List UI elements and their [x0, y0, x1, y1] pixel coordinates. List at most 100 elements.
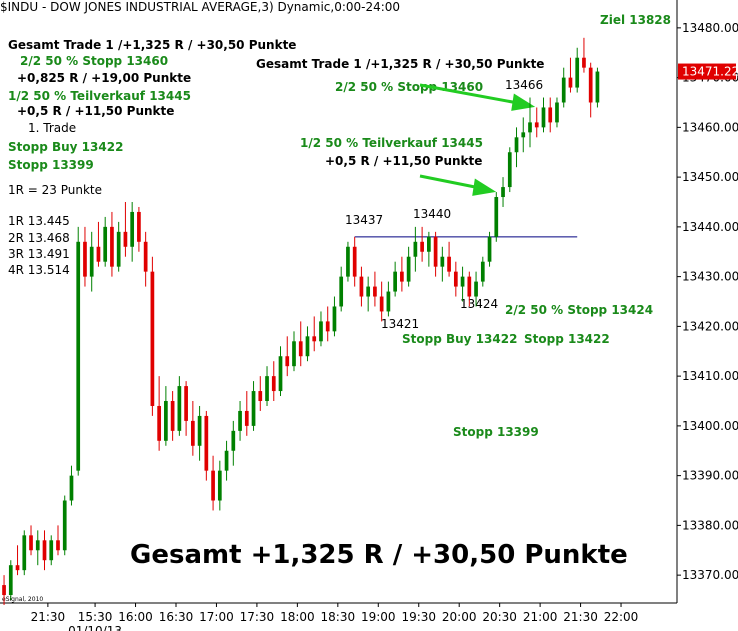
- annotation: 13424: [460, 297, 498, 311]
- annotation: Gesamt Trade 1 /+1,325 R / +30,50 Punkte: [8, 38, 296, 52]
- y-tick-label: 13480.00: [682, 21, 738, 35]
- x-tick-label: 15:30: [78, 610, 113, 624]
- x-tick-label: 17:00: [199, 610, 234, 624]
- x-tick-label: 17:30: [240, 610, 275, 624]
- candle-body: [534, 122, 539, 128]
- candle-body: [460, 276, 465, 287]
- candle-body: [447, 256, 451, 272]
- candle-body: [22, 535, 27, 571]
- candle-body: [427, 236, 431, 252]
- candle-body: [332, 306, 337, 332]
- x-tick-label: 19:00: [361, 610, 396, 624]
- arrows: [419, 83, 536, 196]
- annotation: 1. Trade: [28, 121, 76, 135]
- y-tick-label: 13390.00: [682, 469, 738, 483]
- candle-body: [190, 420, 195, 446]
- candle-body: [319, 321, 323, 342]
- candle-body: [487, 236, 492, 262]
- candle-body: [555, 102, 559, 123]
- annotation: Stopp Buy 13422: [8, 140, 123, 154]
- candle-body: [339, 276, 344, 307]
- candle-body: [238, 410, 242, 431]
- x-tick-label: 16:30: [159, 610, 194, 624]
- candle-body: [298, 341, 303, 357]
- candle-body: [164, 401, 168, 441]
- candle-body: [582, 57, 586, 68]
- candle-body: [346, 246, 350, 277]
- candle-body: [177, 386, 182, 431]
- annotation: 13466: [505, 78, 543, 92]
- annotation: Stopp Buy 13422: [402, 332, 517, 346]
- candle-body: [76, 241, 81, 471]
- y-tick-label: 13430.00: [682, 270, 738, 284]
- candle-body: [197, 415, 202, 446]
- annotation: Stopp 13422: [524, 332, 610, 346]
- annotation: +0,5 R / +11,50 Punkte: [325, 154, 482, 168]
- annotation: Ziel 13828: [600, 13, 671, 27]
- candle-body: [359, 276, 364, 297]
- candle-body: [56, 540, 60, 551]
- candle-body: [379, 296, 384, 312]
- candle-body: [170, 401, 175, 431]
- candle-body: [89, 246, 94, 277]
- candle-body: [2, 585, 6, 596]
- candle-body: [568, 77, 573, 88]
- y-tick-label: 13380.00: [682, 518, 738, 532]
- candle-body: [123, 231, 128, 247]
- arrow-head: [472, 178, 497, 196]
- candle-body: [494, 197, 499, 237]
- annotation: 13421: [381, 317, 419, 331]
- annotation: Gesamt Trade 1 /+1,325 R / +30,50 Punkte: [256, 57, 544, 71]
- candle-body: [130, 211, 135, 247]
- candle-body: [373, 286, 377, 297]
- arrow: [419, 83, 519, 105]
- annotation: 1R = 23 Punkte: [8, 183, 102, 197]
- candle-body: [501, 187, 505, 198]
- candle-body: [157, 405, 161, 441]
- candle-body: [224, 450, 229, 471]
- candle-body: [265, 376, 269, 402]
- x-tick-label: 21:00: [523, 610, 558, 624]
- annotation: 2R 13.468: [8, 231, 70, 245]
- candle-body: [244, 410, 249, 426]
- x-tick-label: 18:30: [321, 610, 356, 624]
- candle-body: [366, 286, 371, 297]
- x-tick-label: 21:30: [31, 610, 66, 624]
- annotation: 4R 13.514: [8, 263, 70, 277]
- x-tick-label: 16:00: [118, 610, 153, 624]
- candle-body: [393, 271, 397, 292]
- annotation: +0,5 R / +11,50 Punkte: [17, 104, 174, 118]
- annotation: 13440: [413, 207, 451, 221]
- candle-body: [251, 391, 256, 426]
- candle-body: [292, 341, 296, 367]
- candle-body: [231, 430, 236, 451]
- x-tick-label: 20:00: [442, 610, 477, 624]
- candle-body: [440, 256, 445, 267]
- candle-body: [49, 540, 54, 561]
- y-tick-label: 13400.00: [682, 419, 738, 433]
- last-price-label: 13471.22: [682, 65, 738, 79]
- candle-body: [413, 241, 418, 257]
- x-tick-label: 22:00: [604, 610, 639, 624]
- last-price-box: [678, 63, 736, 80]
- annotation: 2/2 50 % Stopp 13424: [505, 303, 653, 317]
- y-tick-label: 13420.00: [682, 319, 738, 333]
- annotation: Stopp 13399: [8, 158, 94, 172]
- x-tick-label: 20:30: [482, 610, 517, 624]
- candle-body: [588, 67, 593, 103]
- candle-body: [69, 475, 74, 501]
- y-tick-label: 13410.00: [682, 369, 738, 383]
- candle-body: [548, 107, 553, 123]
- candle-body: [595, 71, 600, 103]
- arrow-head: [511, 93, 536, 111]
- annotation: 1/2 50 % Teilverkauf 13445: [8, 89, 191, 103]
- candle-body: [116, 231, 121, 267]
- candle-body: [42, 540, 47, 561]
- annotation: 1/2 50 % Teilverkauf 13445: [300, 136, 483, 150]
- candle-body: [103, 226, 108, 262]
- candle-body: [420, 241, 424, 252]
- x-tick-label: 18:00: [280, 610, 315, 624]
- candle-body: [258, 391, 263, 402]
- candle-body: [285, 356, 290, 367]
- annotation: 2/2 50 % Stopp 13460: [20, 54, 168, 68]
